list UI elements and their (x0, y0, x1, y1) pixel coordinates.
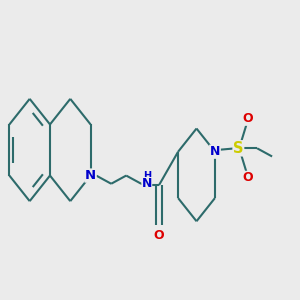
Text: O: O (243, 171, 254, 184)
Text: S: S (233, 141, 244, 156)
Text: H: H (143, 171, 151, 181)
Text: O: O (243, 112, 254, 125)
Text: N: N (85, 169, 96, 182)
Text: N: N (142, 177, 152, 190)
Text: N: N (210, 145, 220, 158)
Text: O: O (154, 229, 164, 242)
